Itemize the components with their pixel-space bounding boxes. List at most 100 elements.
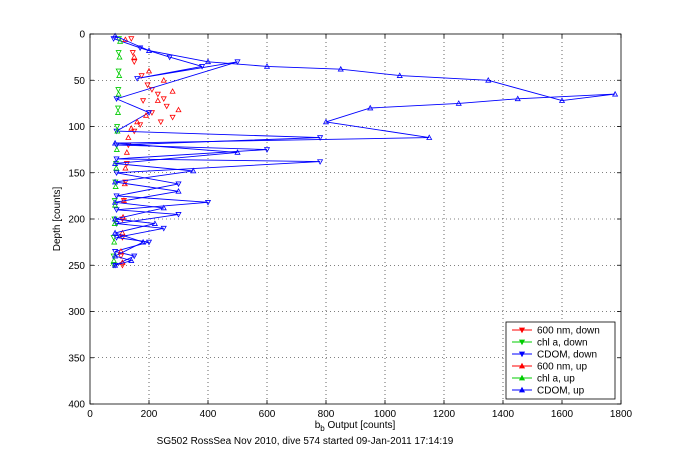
x-tick-label: 1400 (492, 409, 515, 420)
legend-swatch-marker (518, 327, 526, 334)
x-tick-label: 200 (141, 409, 158, 420)
legend-swatch-marker (518, 386, 526, 393)
x-tick-label: 600 (259, 409, 276, 420)
data-point (113, 164, 120, 171)
x-tick-label: 800 (318, 409, 335, 420)
data-point (140, 238, 147, 245)
legend-item: 600 nm, up (512, 362, 587, 373)
data-point (142, 112, 150, 118)
series-layer (110, 32, 619, 269)
y-tick-label: 350 (68, 353, 85, 364)
data-point (190, 167, 197, 174)
data-point (111, 249, 119, 255)
data-point (114, 109, 122, 115)
data-point (138, 73, 145, 79)
data-point (612, 90, 619, 97)
data-point (113, 207, 120, 213)
x-tick-label: 1200 (433, 409, 456, 420)
data-point (337, 65, 344, 72)
data-point (204, 200, 212, 206)
data-point (116, 72, 123, 78)
data-point (137, 45, 144, 52)
y-axis-label: Depth [counts] (52, 187, 63, 252)
data-point (199, 64, 206, 70)
x-tick-label: 400 (200, 409, 217, 420)
data-point (154, 91, 161, 98)
data-point (115, 87, 122, 93)
data-point (111, 238, 118, 245)
caption: SG502 RossSea Nov 2010, dive 574 started… (157, 436, 454, 447)
data-point (166, 54, 173, 61)
series-cdom-down (110, 36, 324, 269)
legend-label: CDOM, down (537, 350, 597, 361)
data-point (140, 98, 147, 104)
data-point (137, 122, 144, 128)
data-point (111, 215, 119, 222)
legend-item: CDOM, down (512, 350, 597, 361)
series-cdom-up (111, 32, 619, 268)
data-point (113, 128, 120, 135)
x-axis-label: bb Output [counts] (315, 420, 396, 433)
data-point (204, 58, 212, 65)
data-point (111, 262, 119, 268)
data-point (157, 119, 164, 126)
data-point (117, 38, 124, 44)
y-tick-label: 400 (68, 400, 85, 411)
data-point (145, 110, 153, 116)
data-point (134, 76, 141, 82)
data-point (111, 201, 119, 208)
data-point (151, 220, 158, 226)
data-point (113, 96, 120, 102)
y-tick-label: 0 (79, 30, 85, 41)
legend-label: 600 nm, up (537, 362, 587, 373)
y-tick-label: 100 (68, 122, 85, 133)
data-point (558, 97, 566, 103)
data-point (131, 59, 138, 65)
legend-swatch-marker (518, 362, 526, 369)
legend-item: chl a, up (512, 374, 575, 385)
legend-item: chl a, down (512, 338, 588, 349)
legend-label: CDOM, up (537, 386, 585, 397)
x-tick-label: 0 (87, 409, 93, 420)
y-tick-label: 150 (68, 168, 85, 179)
data-point (154, 97, 161, 103)
legend-swatch-marker (518, 339, 526, 346)
x-tick-label: 1600 (551, 409, 574, 420)
data-point (263, 147, 271, 153)
data-point (234, 59, 241, 65)
series-line (113, 38, 321, 266)
data-point (160, 225, 167, 232)
data-point (129, 50, 136, 56)
data-point (145, 239, 153, 246)
data-point (123, 161, 130, 167)
data-point (111, 199, 119, 205)
y-tick-label: 200 (68, 215, 85, 226)
data-point (115, 90, 122, 97)
legend-label: 600 nm, down (537, 326, 600, 337)
data-point (123, 149, 130, 155)
data-point (160, 96, 167, 102)
data-point (119, 229, 126, 236)
legend-label: chl a, down (537, 338, 588, 349)
data-point (125, 134, 132, 140)
data-point (113, 170, 120, 176)
data-point (111, 252, 119, 259)
legend-swatch-marker (518, 374, 526, 381)
data-point (112, 183, 119, 189)
data-point (110, 235, 117, 241)
data-point (113, 156, 120, 163)
data-point (175, 181, 182, 188)
data-point (145, 47, 153, 53)
data-point (263, 63, 271, 69)
data-point (115, 50, 122, 56)
x-tick-label: 1800 (610, 409, 633, 420)
data-point (426, 134, 433, 140)
data-point (485, 77, 492, 83)
data-point (514, 95, 521, 102)
data-point (113, 146, 120, 152)
data-point (116, 53, 123, 60)
data-point (114, 127, 121, 134)
series-line (113, 35, 616, 266)
